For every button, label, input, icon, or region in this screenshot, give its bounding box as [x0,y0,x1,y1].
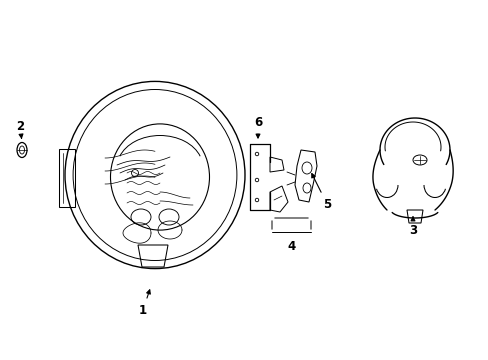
Text: 1: 1 [139,290,150,316]
Text: 5: 5 [311,174,330,211]
Text: 6: 6 [253,116,262,138]
Text: 3: 3 [408,217,416,237]
Text: 4: 4 [287,239,295,252]
Text: 2: 2 [16,120,24,138]
